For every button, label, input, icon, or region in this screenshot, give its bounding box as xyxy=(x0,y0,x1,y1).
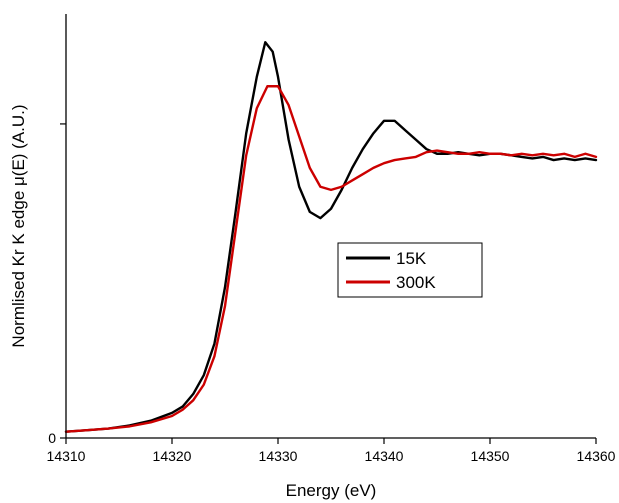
y-tick-label: 0 xyxy=(48,430,56,446)
x-tick-label: 14350 xyxy=(471,448,510,464)
x-tick-label: 14320 xyxy=(153,448,192,464)
x-tick-label: 14330 xyxy=(259,448,298,464)
legend-label-15k: 15K xyxy=(396,249,427,268)
axes xyxy=(65,14,596,439)
series-line-300k xyxy=(64,85,598,433)
legend-box xyxy=(337,242,483,298)
x-tick-label: 14360 xyxy=(577,448,616,464)
y-axis-title: Normlised Kr K edge μ(E) (A.U.) xyxy=(9,104,28,347)
x-tick-label: 14310 xyxy=(47,448,86,464)
plot-area xyxy=(64,41,598,433)
series-line-15k xyxy=(64,41,598,433)
legend: 15K 300K xyxy=(337,242,483,298)
y-ticks: 0 xyxy=(48,123,66,446)
legend-label-300k: 300K xyxy=(396,273,436,292)
x-axis-title: Energy (eV) xyxy=(286,481,377,500)
x-tick-label: 14340 xyxy=(365,448,404,464)
x-ticks: 14310 14320 14330 14340 14350 14360 xyxy=(47,438,616,464)
